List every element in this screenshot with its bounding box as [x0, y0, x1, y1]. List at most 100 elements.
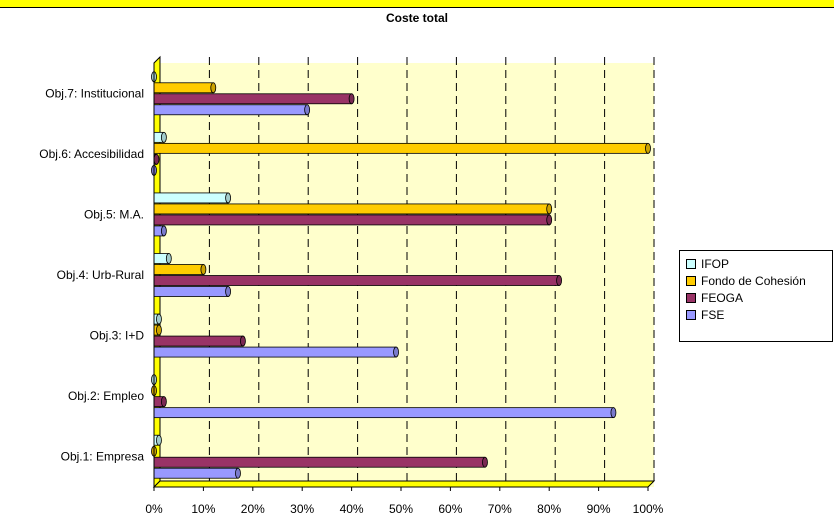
chart-title: Coste total — [385, 11, 448, 25]
bar-body — [153, 407, 614, 419]
bar-body — [153, 203, 550, 215]
category-label: Obj.5: M.A. — [84, 207, 144, 221]
bar — [153, 131, 167, 143]
bar — [153, 225, 167, 237]
bar-body — [153, 264, 204, 275]
floor — [152, 480, 656, 488]
category-label: Obj.2: Empleo — [68, 389, 144, 403]
bar-body — [153, 93, 353, 105]
bar-body — [153, 286, 229, 297]
bar — [153, 192, 232, 204]
legend-label: FSE — [701, 307, 725, 322]
bar-body — [153, 214, 550, 226]
bar-cap — [546, 214, 553, 226]
top-banner — [0, 0, 834, 8]
bar-cap — [348, 93, 355, 105]
bar-cap — [225, 286, 232, 297]
x-tick-label: 40% — [340, 502, 364, 516]
bar — [153, 434, 162, 446]
bar-body — [153, 192, 229, 204]
category-label: Obj.4: Urb-Rural — [57, 268, 144, 282]
category-label: Obj.3: I+D — [90, 329, 145, 343]
bar-cap — [556, 275, 562, 286]
bar-cap — [645, 142, 651, 154]
bar-cap — [160, 396, 167, 408]
bar — [153, 253, 172, 264]
bar-cap — [393, 346, 399, 358]
bar — [153, 346, 399, 358]
x-tick-label: 30% — [290, 502, 314, 516]
x-tick-label: 100% — [633, 502, 664, 516]
bar — [153, 313, 162, 325]
bar-cap — [225, 192, 232, 204]
bar — [153, 93, 355, 105]
legend-item: IFOP — [686, 255, 832, 272]
bar — [153, 286, 232, 297]
x-tick-label: 70% — [488, 502, 512, 516]
plot-background — [154, 63, 654, 487]
bar-cap — [160, 131, 167, 143]
legend-label: IFOP — [701, 256, 730, 271]
bar-body — [153, 467, 239, 479]
legend-swatch — [686, 292, 696, 303]
bar — [153, 324, 162, 336]
bar-body — [153, 346, 397, 358]
legend-swatch — [686, 258, 696, 269]
bar-cap — [153, 153, 160, 165]
bar-cap — [200, 264, 207, 275]
bar — [153, 335, 246, 347]
x-tick-label: 0% — [145, 502, 163, 516]
legend-item: Fondo de Cohesión — [686, 272, 832, 289]
bar — [153, 153, 160, 165]
category-label: Obj.6: Accesibilidad — [39, 147, 144, 161]
category-label: Obj.7: Institucional — [45, 86, 144, 100]
bar — [153, 467, 241, 479]
bar-body — [153, 335, 244, 347]
bar-cap — [240, 335, 246, 347]
x-tick-label: 90% — [587, 502, 611, 516]
x-tick-label: 10% — [191, 502, 215, 516]
x-tick-label: 80% — [537, 502, 561, 516]
bar — [153, 264, 207, 275]
plot-area — [152, 55, 656, 489]
bar-body — [153, 104, 308, 116]
bar-cap — [156, 324, 162, 336]
bar — [153, 203, 553, 215]
bar-cap — [546, 203, 553, 215]
bar — [153, 104, 311, 116]
bar-cap — [610, 407, 617, 419]
bars — [151, 71, 651, 479]
bar — [153, 275, 562, 286]
x-tick-labels: 0% 10% 20% 30% 40% 50% 60% 70% 80% 90% 100% — [145, 487, 664, 516]
bar-cap — [156, 434, 162, 446]
bar-body — [153, 275, 560, 286]
legend: IFOP Fondo de Cohesión FEOGA FSE — [679, 250, 833, 342]
bar-cap — [304, 104, 311, 116]
bar — [153, 407, 617, 419]
legend-label: FEOGA — [701, 290, 744, 305]
category-label: Obj.1: Empresa — [61, 450, 145, 464]
bar — [153, 142, 651, 154]
bar — [153, 456, 488, 468]
bar-body — [153, 456, 486, 468]
bar — [153, 396, 167, 408]
bar-body — [153, 82, 214, 94]
bar-cap — [165, 253, 172, 264]
bar — [153, 214, 553, 226]
x-tick-label: 60% — [438, 502, 462, 516]
legend-swatch — [686, 309, 696, 320]
bar-cap — [482, 456, 488, 468]
category-labels: Obj.1: Empresa Obj.2: Empleo Obj.3: I+D Obj… — [39, 86, 144, 463]
legend-item: FSE — [686, 306, 832, 323]
x-tick-label: 50% — [389, 502, 413, 516]
bar-body — [153, 142, 649, 154]
legend-label: Fondo de Cohesión — [701, 273, 806, 288]
bar-cap — [210, 82, 217, 94]
legend-item: FEOGA — [686, 289, 832, 306]
bar-cap — [160, 225, 167, 237]
bar-cap — [235, 467, 241, 479]
legend-swatch — [686, 275, 696, 286]
bar-cap — [156, 313, 162, 325]
x-tick-label: 20% — [241, 502, 265, 516]
